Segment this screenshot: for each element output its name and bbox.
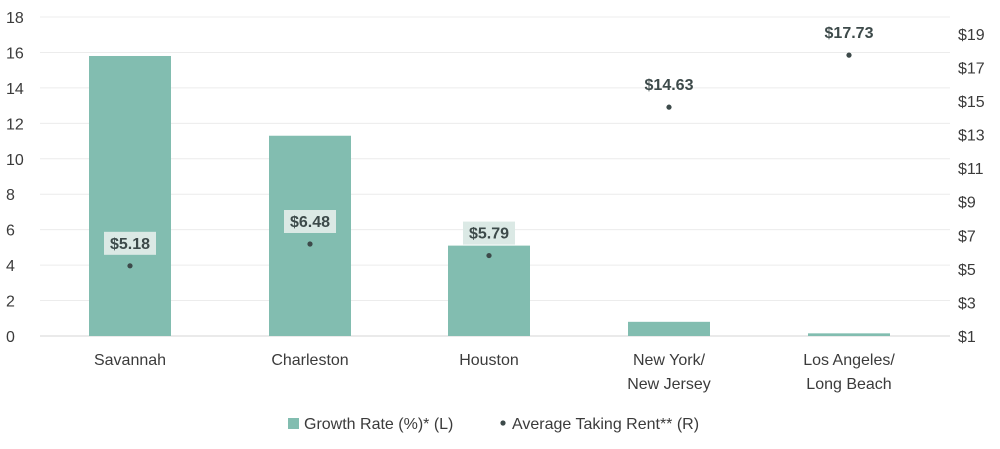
right-tick-label: $7 [958, 228, 976, 245]
legend-label-growth: Growth Rate (%)* (L) [304, 416, 453, 433]
right-tick-label: $13 [958, 128, 985, 145]
right-tick-label: $1 [958, 329, 976, 346]
rent-point [666, 104, 672, 110]
left-tick-label: 12 [6, 116, 24, 133]
bar [808, 333, 890, 336]
rent-point [486, 252, 492, 259]
left-tick-label: 14 [6, 81, 24, 98]
rent-data-label: $5.18 [110, 236, 150, 253]
data-label-bg [104, 231, 156, 255]
left-tick-label: 18 [6, 10, 24, 27]
bar [448, 245, 530, 336]
bars [89, 55, 890, 336]
category-labels: Savannah Charleston Houston New York/New Je… [94, 352, 895, 393]
category-label: Charleston [271, 352, 348, 369]
legend: Growth Rate (%)* (L) Average Taking Rent*… [288, 416, 699, 433]
right-tick-label: $15 [958, 94, 985, 111]
rent-data-label: $6.48 [290, 214, 330, 231]
bar [89, 55, 171, 336]
category-label: Savannah [94, 352, 166, 369]
rent-point [307, 241, 313, 247]
category-label: Houston [459, 352, 519, 369]
right-tick-label: $5 [958, 262, 976, 279]
category-label: New Jersey [627, 376, 711, 393]
left-tick-label: 2 [6, 294, 15, 311]
left-tick-label: 16 [6, 45, 24, 62]
rent-point [846, 52, 852, 58]
right-tick-label: $9 [958, 195, 976, 212]
left-tick-label: 4 [6, 258, 15, 275]
right-tick-label: $17 [958, 60, 985, 77]
bar [269, 135, 351, 336]
left-tick-label: 8 [6, 187, 15, 204]
legend-label-rent: Average Taking Rent** (R) [512, 416, 699, 433]
rent-data-label: $5.79 [469, 226, 509, 243]
legend-bar-swatch [288, 418, 299, 429]
right-tick-label: $3 [958, 295, 976, 312]
category-label: Long Beach [806, 376, 891, 393]
right-tick-label: $11 [958, 161, 984, 178]
rent-data-label: $14.63 [645, 77, 694, 94]
data-label-bg [284, 209, 336, 233]
bar [628, 321, 710, 336]
left-tick-label: 10 [6, 152, 24, 169]
gridlines [40, 16, 950, 337]
left-tick-label: 0 [6, 329, 15, 346]
left-tick-label: 6 [6, 223, 15, 240]
rent-point [127, 263, 133, 269]
right-tick-label: $19 [958, 27, 985, 44]
legend-point-swatch [500, 420, 506, 426]
right-axis: $1 $3 $5 $7 $9 $11 $13 $15 $17 $19 [958, 27, 985, 346]
category-label: New York/ [633, 352, 706, 369]
rent-points: $5.18 $6.48 $5.79 $14.63 $17.73 [104, 25, 874, 269]
rent-data-label: $17.73 [825, 25, 874, 42]
left-axis: 0 2 4 6 8 10 12 14 16 18 [6, 10, 24, 346]
data-label-bg [463, 221, 515, 245]
category-label: Los Angeles/ [803, 352, 895, 369]
